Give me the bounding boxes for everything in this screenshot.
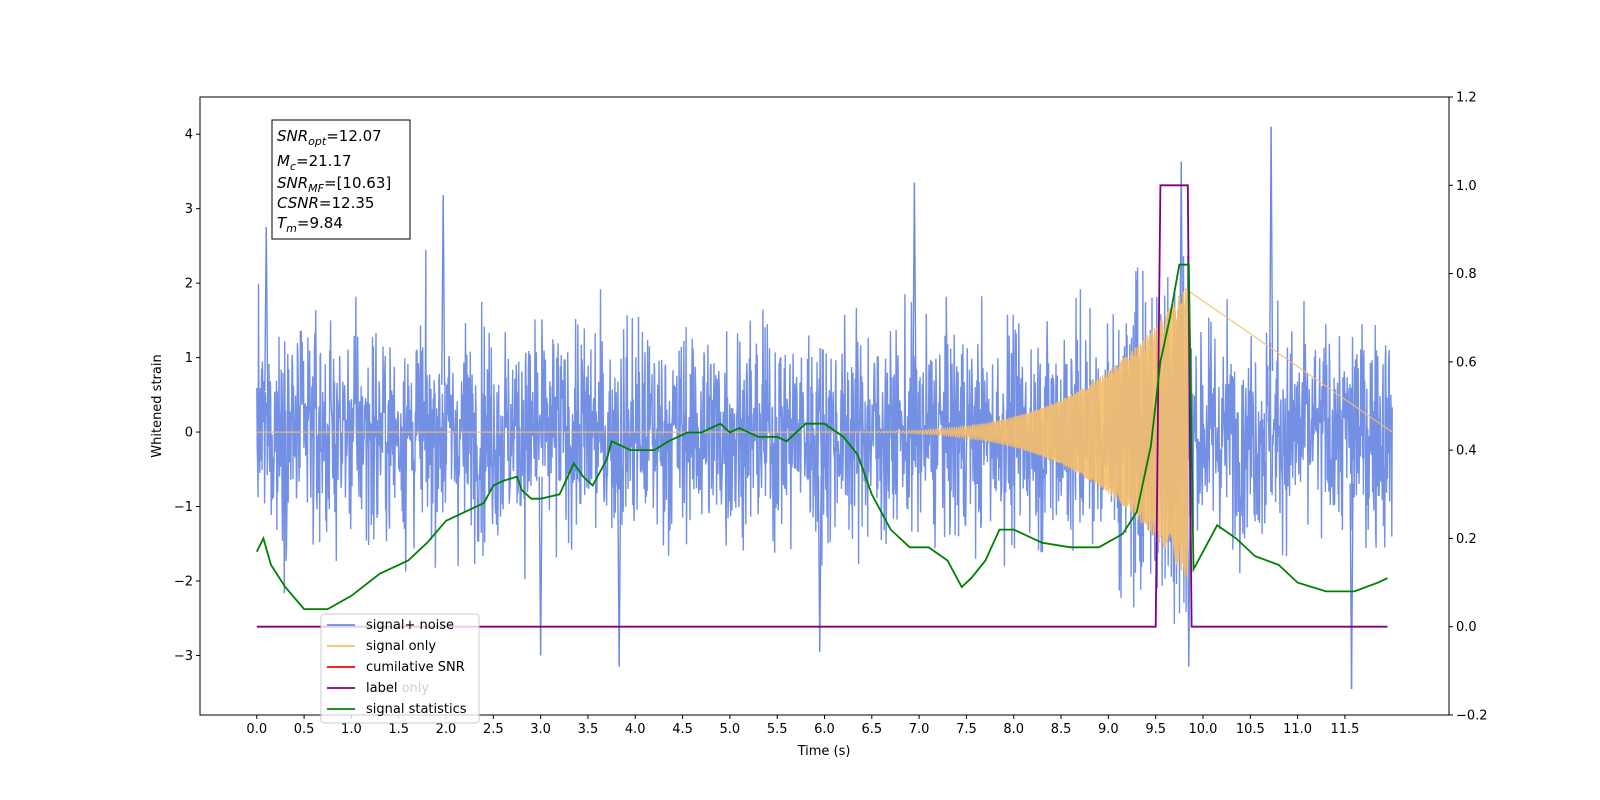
- annotation-snr-opt: SNRopt=12.07: [277, 127, 382, 148]
- annotation-csnr: CSNR=12.35: [277, 194, 374, 212]
- x-tick-label: 2.5: [483, 722, 504, 737]
- y2-tick-label: 0.2: [1456, 532, 1477, 547]
- series-signal-noise-peak: [618, 478, 622, 667]
- x-tick-label: 4.5: [672, 722, 693, 737]
- x-tick-label: 9.0: [1098, 722, 1119, 737]
- series-signal-noise-peak: [913, 182, 917, 383]
- x-tick-label: 7.5: [956, 722, 977, 737]
- series-signal-noise-peak: [1350, 483, 1354, 689]
- annotation-tm: Tm=9.84: [277, 214, 343, 235]
- legend-obscured-text: label only: [366, 681, 429, 696]
- series-signal-noise-peak: [819, 475, 822, 652]
- legend: label only signal+ noise signal only cumil…: [320, 613, 480, 724]
- x-tick-label: 5.0: [720, 722, 741, 737]
- x-tick-label: 0.0: [246, 722, 267, 737]
- y2-tick-label: −0.2: [1456, 709, 1488, 724]
- x-tick-label: 6.5: [861, 722, 882, 737]
- y2-tick-label: 0.0: [1456, 620, 1477, 635]
- x-tick-label: 3.5: [578, 722, 599, 737]
- annotation-frame: [271, 119, 411, 240]
- x-tick-label: 7.0: [909, 722, 930, 737]
- y-tick-label: 4: [185, 128, 193, 143]
- y2-tick-label: 0.4: [1456, 444, 1477, 459]
- annotation-mc: Mc=21.17: [277, 152, 352, 173]
- x-tick-label: 11.0: [1283, 722, 1312, 737]
- x-tick-label: 9.5: [1145, 722, 1166, 737]
- x-tick-label: 2.0: [436, 722, 457, 737]
- y2-tick-label: 0.8: [1456, 267, 1477, 282]
- y-tick-label: −2: [174, 574, 193, 589]
- annotation-box: SNRopt=12.07 Mc=21.17 SNRMF=[10.63] CSNR…: [271, 119, 411, 240]
- y-tick-label: 3: [185, 202, 193, 217]
- x-tick-label: 3.0: [530, 722, 551, 737]
- series-signal-noise-peak: [442, 195, 446, 385]
- legend-entry-label: signal only: [366, 639, 436, 654]
- x-tick-label: 1.0: [341, 722, 362, 737]
- x-axis-label: Time (s): [797, 744, 851, 759]
- legend-entry-label: label: [366, 681, 397, 696]
- y-tick-label: −3: [174, 649, 193, 664]
- axes-layer: 0.0 0.5 1.0 1.5 2.0 2.5 3.0 3.5 4.0 4.5 5.0 5.5 6.0 6…: [174, 91, 1488, 738]
- plot-series-layer: [255, 126, 1393, 689]
- series-signal-noise-peak: [1270, 126, 1274, 372]
- legend-entries: signal+ noise signal only cumilative SNR la…: [327, 618, 467, 717]
- x-tick-label: 10.5: [1236, 722, 1265, 737]
- series-signal-statistics-line: [255, 263, 1388, 610]
- annotation-snr-mf: SNRMF=[10.63]: [277, 174, 391, 195]
- x-tick-label: 0.5: [294, 722, 315, 737]
- y-tick-label: 0: [185, 426, 193, 441]
- legend-frame: [320, 613, 480, 724]
- y-tick-label: 1: [185, 351, 193, 366]
- series-signal-noise-line: [256, 249, 1393, 625]
- legend-entry-label: signal+ noise: [366, 618, 454, 633]
- y-tick-label: 2: [185, 277, 193, 292]
- x-tick-label: 11.5: [1330, 722, 1359, 737]
- y2-tick-label: 1.2: [1456, 91, 1477, 106]
- series-signal-noise-peak: [265, 227, 269, 392]
- y-tick-label: −1: [174, 500, 193, 515]
- x-tick-label: 10.0: [1189, 722, 1218, 737]
- x-tick-label: 8.5: [1051, 722, 1072, 737]
- x-tick-label: 1.5: [388, 722, 409, 737]
- x-tick-label: 8.0: [1003, 722, 1024, 737]
- y-axis-label: Whitened strain: [150, 354, 165, 457]
- series-signal-noise-peak: [539, 476, 543, 656]
- series-label-line: [256, 184, 1388, 628]
- x-tick-label: 5.5: [767, 722, 788, 737]
- y2-tick-label: 1.0: [1456, 179, 1477, 194]
- legend-entry-label: cumilative SNR: [366, 660, 465, 675]
- series-signal-only-line: [256, 287, 1393, 579]
- y2-tick-label: 0.6: [1456, 355, 1477, 370]
- legend-entry-label: signal statistics: [366, 702, 467, 717]
- x-tick-label: 6.0: [814, 722, 835, 737]
- x-tick-label: 4.0: [625, 722, 646, 737]
